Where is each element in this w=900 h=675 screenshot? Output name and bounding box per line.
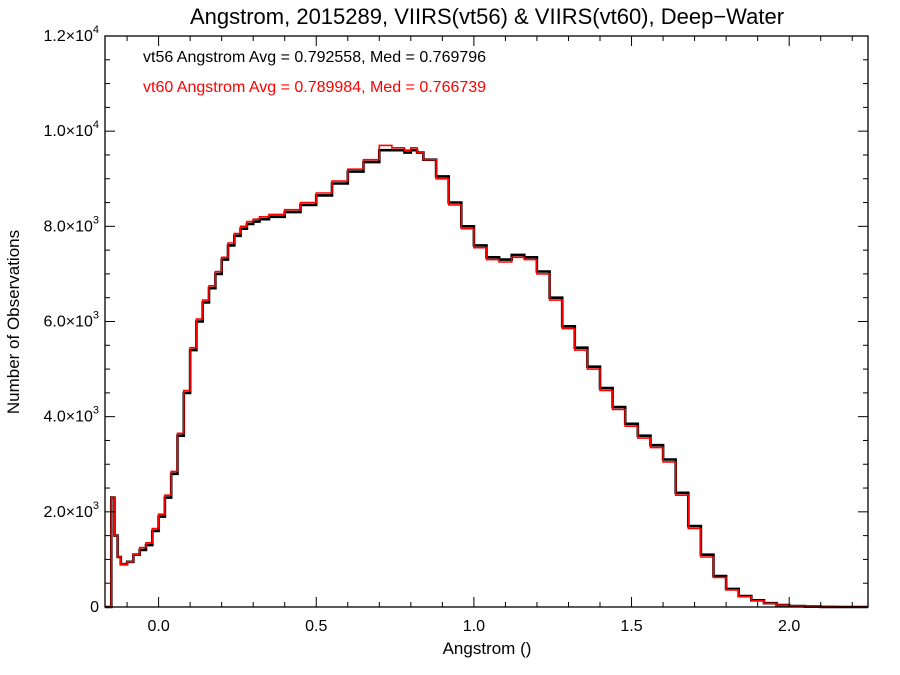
chart-title: Angstrom, 2015289, VIIRS(vt56) & VIIRS(v… <box>190 4 784 29</box>
x-tick-label: 0.0 <box>147 618 169 635</box>
y-tick-label-exponent: 3 <box>93 214 99 226</box>
y-tick-label-base: 1.0×10 <box>43 123 92 140</box>
y-tick-label-base: 8.0×10 <box>43 218 92 235</box>
y-tick-label-exponent: 3 <box>93 310 99 322</box>
x-axis-label: Angstrom () <box>443 639 532 658</box>
x-tick-label: 1.5 <box>620 618 642 635</box>
y-tick-label: 0 <box>90 599 99 616</box>
x-tick-label: 2.0 <box>778 618 800 635</box>
y-tick-label: 1.2×104 <box>43 24 99 45</box>
y-tick-label-base: 4.0×10 <box>43 409 92 426</box>
y-tick-label: 2.0×103 <box>43 500 99 521</box>
y-tick-label-base: 1.2×10 <box>43 28 92 45</box>
series-line-vt56 <box>105 148 868 609</box>
y-tick-label-exponent: 3 <box>93 500 99 512</box>
y-tick-label-exponent: 3 <box>93 405 99 417</box>
y-tick-label: 6.0×103 <box>43 310 99 331</box>
x-tick-label: 0.5 <box>305 618 327 635</box>
y-tick-label-base: 0 <box>90 599 99 616</box>
y-tick-label: 1.0×104 <box>43 119 99 140</box>
y-tick-label-base: 2.0×10 <box>43 504 92 521</box>
x-axis: 0.0 0.5 1.0 1.5 2.0 <box>126 36 853 635</box>
annotation-vt56-stats: vt56 Angstrom Avg = 0.792558, Med = 0.76… <box>143 49 486 66</box>
plot-frame <box>104 35 869 608</box>
x-tick-label: 1.0 <box>463 618 485 635</box>
y-tick-label: 8.0×103 <box>43 214 99 235</box>
y-tick-label-exponent: 4 <box>93 24 99 36</box>
annotation-vt60-stats: vt60 Angstrom Avg = 0.789984, Med = 0.76… <box>143 79 486 96</box>
y-tick-label: 4.0×103 <box>43 405 99 426</box>
series-line-vt60 <box>105 144 868 608</box>
y-tick-label-exponent: 4 <box>93 119 99 131</box>
y-axis: 02.0×1034.0×1036.0×1038.0×1031.0×1041.2×… <box>43 24 868 616</box>
series-layer <box>105 144 868 609</box>
y-axis-label: Number of Observations <box>4 230 23 414</box>
y-tick-label-base: 6.0×10 <box>43 314 92 331</box>
